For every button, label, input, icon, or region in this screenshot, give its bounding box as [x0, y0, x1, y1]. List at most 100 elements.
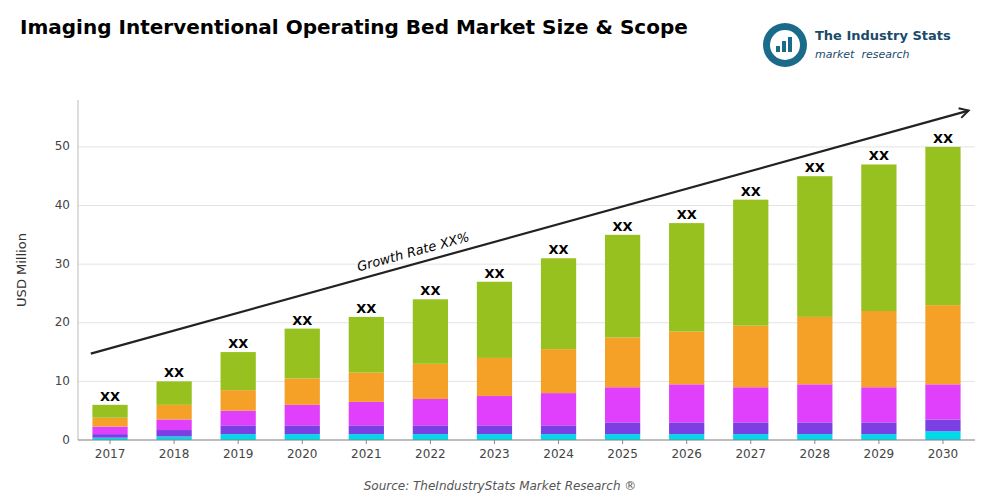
x-tick-label: 2021: [351, 447, 382, 461]
bar-segment: [797, 384, 832, 422]
x-tick-label: 2026: [671, 447, 702, 461]
source: Source: TheIndustryStats Market Research…: [364, 479, 637, 493]
y-tick-label: 20: [55, 315, 70, 329]
x-axis-line: [78, 440, 975, 441]
y-tick-label: 0: [62, 433, 70, 447]
bar-segment: [669, 434, 704, 440]
bar-segment: [477, 425, 512, 434]
bar-segment: [477, 434, 512, 440]
grid-line: [78, 381, 975, 382]
bar-segment: [413, 434, 448, 440]
bar-segment: [156, 419, 191, 430]
bar-segment: [541, 434, 576, 440]
bar-segment: [285, 405, 320, 426]
x-tick: [878, 440, 879, 444]
bar-segment: [797, 434, 832, 440]
bar-label: XX: [549, 242, 569, 257]
y-tick-label: 10: [55, 374, 70, 388]
bar-segment: [797, 422, 832, 434]
title: Imaging Interventional Operating Bed Mar…: [20, 15, 688, 39]
x-tick: [302, 440, 303, 444]
bar-segment: [92, 427, 127, 435]
x-tick: [238, 440, 239, 444]
bar-segment: [221, 352, 256, 390]
bar-label: XX: [420, 283, 440, 298]
logo-name: The Industry Stats: [815, 28, 951, 43]
bar-label: XX: [484, 266, 504, 281]
logo-icon-bar: [776, 46, 780, 52]
y-tick-label: 30: [55, 257, 70, 271]
bar-segment: [925, 305, 960, 384]
chart: 01020304050USD Million201720182019202020…: [0, 0, 1000, 500]
x-tick-label: 2020: [287, 447, 318, 461]
bar-segment: [92, 418, 127, 427]
bar-segment: [413, 364, 448, 399]
bar-segment: [349, 425, 384, 434]
bar-segment: [669, 384, 704, 422]
bar-segment: [733, 326, 768, 388]
x-tick: [814, 440, 815, 444]
x-tick: [174, 440, 175, 444]
x-tick: [558, 440, 559, 444]
grid-line: [78, 264, 975, 265]
bar-segment: [221, 425, 256, 434]
bar-label: XX: [228, 336, 248, 351]
bar-segment: [669, 223, 704, 331]
bar-segment: [285, 425, 320, 434]
x-tick: [622, 440, 623, 444]
bar-segment: [477, 358, 512, 396]
bar-segment: [861, 387, 896, 422]
bar-segment: [925, 147, 960, 305]
bar-segment: [861, 164, 896, 311]
bar-label: XX: [164, 365, 184, 380]
bar-label: XX: [741, 184, 761, 199]
bar-segment: [669, 422, 704, 434]
bar-label: XX: [356, 301, 376, 316]
x-tick-label: 2017: [95, 447, 126, 461]
x-tick: [750, 440, 751, 444]
bar-segment: [541, 393, 576, 425]
bar-segment: [861, 422, 896, 434]
logo-tagline: market research: [815, 48, 910, 61]
bar-segment: [733, 387, 768, 422]
bar-segment: [605, 235, 640, 338]
x-tick-label: 2019: [223, 447, 254, 461]
x-tick: [942, 440, 943, 444]
bar-segment: [221, 434, 256, 440]
bar-segment: [156, 430, 191, 436]
bar-segment: [925, 431, 960, 440]
logo-inner: [770, 30, 800, 60]
bar-segment: [925, 419, 960, 431]
x-tick-label: 2025: [607, 447, 638, 461]
bar-segment: [413, 399, 448, 425]
y-tick-label: 40: [55, 198, 70, 212]
bar-segment: [156, 436, 191, 440]
y-axis-line: [78, 100, 79, 440]
x-tick: [686, 440, 687, 444]
bar-segment: [797, 317, 832, 384]
bar-label: XX: [805, 160, 825, 175]
x-tick-label: 2030: [928, 447, 959, 461]
bar-segment: [733, 200, 768, 326]
grid: [78, 147, 975, 440]
background: [0, 0, 1000, 500]
bar-label: XX: [292, 313, 312, 328]
bars: [92, 147, 960, 440]
x-tick-label: 2018: [159, 447, 190, 461]
bar-segment: [733, 434, 768, 440]
grid-line: [78, 205, 975, 206]
x-tick-label: 2022: [415, 447, 446, 461]
bar-segment: [285, 434, 320, 440]
bar-segment: [413, 299, 448, 363]
bar-segment: [477, 396, 512, 425]
bar-segment: [605, 422, 640, 434]
bar-segment: [605, 387, 640, 422]
bar-segment: [221, 390, 256, 411]
x-tick-label: 2024: [543, 447, 574, 461]
logo-icon-bar: [788, 37, 792, 52]
logo: The Industry Stats market research: [763, 23, 951, 67]
bar-segment: [92, 405, 127, 418]
bar-segment: [156, 381, 191, 404]
growth-label: Growth Rate XX%: [355, 229, 471, 274]
x-tick: [430, 440, 431, 444]
